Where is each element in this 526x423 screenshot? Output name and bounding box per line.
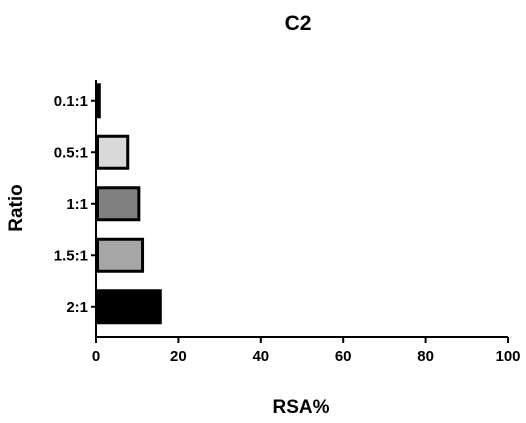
y-category-label: 0.5:1 xyxy=(54,144,88,161)
y-category-label: 2:1 xyxy=(66,299,88,316)
x-tick-label: 0 xyxy=(92,348,100,365)
x-axis-title: RSA% xyxy=(272,397,329,418)
x-tick-label: 60 xyxy=(335,348,352,365)
y-axis-title: Ratio xyxy=(6,184,27,232)
bar-1-5-1 xyxy=(96,237,145,273)
chart-title: C2 xyxy=(285,12,312,35)
bar-0-1-1 xyxy=(96,83,101,119)
y-category-label: 1.5:1 xyxy=(54,247,88,264)
bar-2-1 xyxy=(96,289,162,325)
y-category-group: 0.1:1 0.5:1 1:1 1.5:1 2:1 xyxy=(54,93,96,316)
x-ticks-group: 0 20 40 60 80 100 xyxy=(92,337,521,365)
x-tick-label: 80 xyxy=(417,348,434,365)
bar-1-1 xyxy=(96,186,141,222)
y-category-label: 1:1 xyxy=(66,196,88,213)
bars-group xyxy=(96,83,162,325)
y-category-label: 0.1:1 xyxy=(54,93,88,110)
x-tick-label: 20 xyxy=(170,348,187,365)
bar-0-5-1 xyxy=(96,134,130,170)
x-tick-label: 40 xyxy=(252,348,269,365)
x-tick-label: 100 xyxy=(495,348,520,365)
